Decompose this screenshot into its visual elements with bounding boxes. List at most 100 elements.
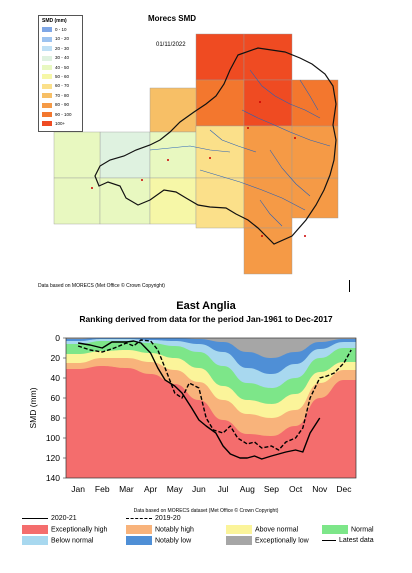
map-grid-cell xyxy=(291,79,339,127)
x-tick-label: Jul xyxy=(218,484,229,494)
series-lines xyxy=(77,339,352,460)
legend-label: Exceptionally low xyxy=(255,537,309,545)
map-legend-swatch xyxy=(42,102,52,108)
town-marker xyxy=(209,157,211,159)
series-line-2020-21 xyxy=(77,340,321,460)
x-tick-label: Nov xyxy=(312,484,328,494)
map-grid-cell xyxy=(195,79,245,127)
legend-item: Latest data xyxy=(322,536,374,546)
legend-swatch xyxy=(322,525,348,534)
x-tick-label: Mar xyxy=(119,484,134,494)
chart-subtitle: Ranking derived from data for the period… xyxy=(79,314,333,324)
y-tick-label: 120 xyxy=(46,453,60,463)
town-marker xyxy=(294,137,296,139)
map-legend-label: 10 - 20 xyxy=(55,36,70,42)
legend-swatch xyxy=(226,536,252,545)
town-marker xyxy=(247,127,249,129)
map-legend-item: 50 - 60 xyxy=(42,74,69,81)
map-legend-item: 70 - 80 xyxy=(42,93,69,100)
map-legend-swatch xyxy=(42,93,52,99)
legend-swatch xyxy=(22,525,48,534)
legend-item: Above normal xyxy=(226,525,298,535)
town-marker xyxy=(261,235,263,237)
legend-line xyxy=(126,517,152,519)
legend-item: Exceptionally low xyxy=(226,536,309,546)
map-legend-item: 80 - 90 xyxy=(42,102,69,109)
map-grid-cell xyxy=(195,177,245,229)
smd-map xyxy=(53,33,339,275)
town-marker xyxy=(304,235,306,237)
legend-item: Notably high xyxy=(126,525,194,535)
x-tick-label: Oct xyxy=(289,484,303,494)
map-legend-label: 60 - 70 xyxy=(55,83,70,89)
legend-label: Above normal xyxy=(255,526,299,534)
map-legend-label: 40 - 50 xyxy=(55,64,70,70)
map-legend-item: 20 - 30 xyxy=(42,46,69,53)
map-grid-cell xyxy=(243,227,293,275)
map-legend-label: 0 - 10 xyxy=(55,27,67,32)
map-grid-cell xyxy=(195,125,245,179)
town-marker xyxy=(167,159,169,161)
ranking-bands xyxy=(66,338,356,478)
x-tick-label: Jan xyxy=(71,484,85,494)
map-grid-cell xyxy=(149,87,197,133)
map-legend-label: 100+ xyxy=(55,121,66,126)
cursor-marker xyxy=(349,280,350,292)
chart-legend: 2020-21 2019-20 Exceptionally high Notably … xyxy=(22,514,394,564)
legend-label: Notably high xyxy=(155,526,194,534)
map-legend-label: 70 - 80 xyxy=(55,92,70,98)
chart-attribution: Data based on MORECS dataset (Met Office… xyxy=(133,508,279,514)
band-exceptionally-high xyxy=(66,366,356,478)
legend-item: Notably low xyxy=(126,536,191,546)
y-tick-label: 140 xyxy=(46,473,60,483)
legend-swatch xyxy=(126,536,152,545)
y-tick-label: 40 xyxy=(51,373,61,383)
y-tick-label: 100 xyxy=(46,433,60,443)
x-tick-label: Jun xyxy=(192,484,206,494)
legend-label: Latest data xyxy=(339,537,374,544)
map-legend-item: 60 - 70 xyxy=(42,83,69,90)
chart-axes: 0 20 40 60 80 100 120 140 Jan Feb Mar Apr May Jun Jul A… xyxy=(28,333,352,494)
map-legend-item: 30 - 40 xyxy=(42,55,69,62)
legend-line xyxy=(322,539,336,541)
y-tick-label: 80 xyxy=(51,413,61,423)
map-legend-swatch xyxy=(42,121,52,127)
map-attribution: Data based on MORECS (Met Office © Crown… xyxy=(38,283,165,289)
y-tick-label: 20 xyxy=(51,353,61,363)
series-line-2019-20 xyxy=(77,339,352,451)
plot-frame xyxy=(65,337,357,479)
map-legend-swatch xyxy=(42,83,52,89)
legend-swatch xyxy=(22,536,48,545)
map-legend-title: SMD (mm) xyxy=(42,18,67,24)
map-grid-cell xyxy=(53,131,101,179)
legend-item: 2020-21 xyxy=(22,514,77,524)
map-legend-label: 80 - 90 xyxy=(55,102,70,108)
map-legend-swatch xyxy=(42,55,52,61)
y-tick-label: 0 xyxy=(55,333,60,343)
legend-label: Normal xyxy=(351,526,374,534)
legend-swatch xyxy=(126,525,152,534)
map-grid-cell xyxy=(195,33,245,81)
x-tick-label: Feb xyxy=(95,484,110,494)
east-anglia-boundary xyxy=(94,47,337,245)
map-grid-cell xyxy=(291,125,339,179)
map-legend: SMD (mm) 0 - 10 10 - 20 20 - 30 30 - 40 40 -… xyxy=(38,15,83,132)
map-legend-swatch xyxy=(42,64,52,70)
map-legend-label: 50 - 60 xyxy=(55,74,70,79)
map-grid-cell xyxy=(291,177,339,219)
legend-label: Below normal xyxy=(51,537,94,545)
legend-swatch xyxy=(226,525,252,534)
map-legend-item: 100+ xyxy=(42,121,65,128)
map-title: Morecs SMD xyxy=(148,14,197,23)
legend-label: Exceptionally high xyxy=(51,526,108,534)
map-legend-label: 20 - 30 xyxy=(55,45,70,51)
map-legend-item: 0 - 10 xyxy=(42,27,67,34)
legend-item: 2019-20 xyxy=(126,514,181,524)
river-network xyxy=(149,69,331,227)
legend-line xyxy=(22,517,48,519)
legend-item: Normal xyxy=(322,525,374,535)
map-legend-swatch xyxy=(42,36,52,42)
y-axis-label: SMD (mm) xyxy=(28,387,38,428)
map-legend-swatch xyxy=(42,46,52,52)
